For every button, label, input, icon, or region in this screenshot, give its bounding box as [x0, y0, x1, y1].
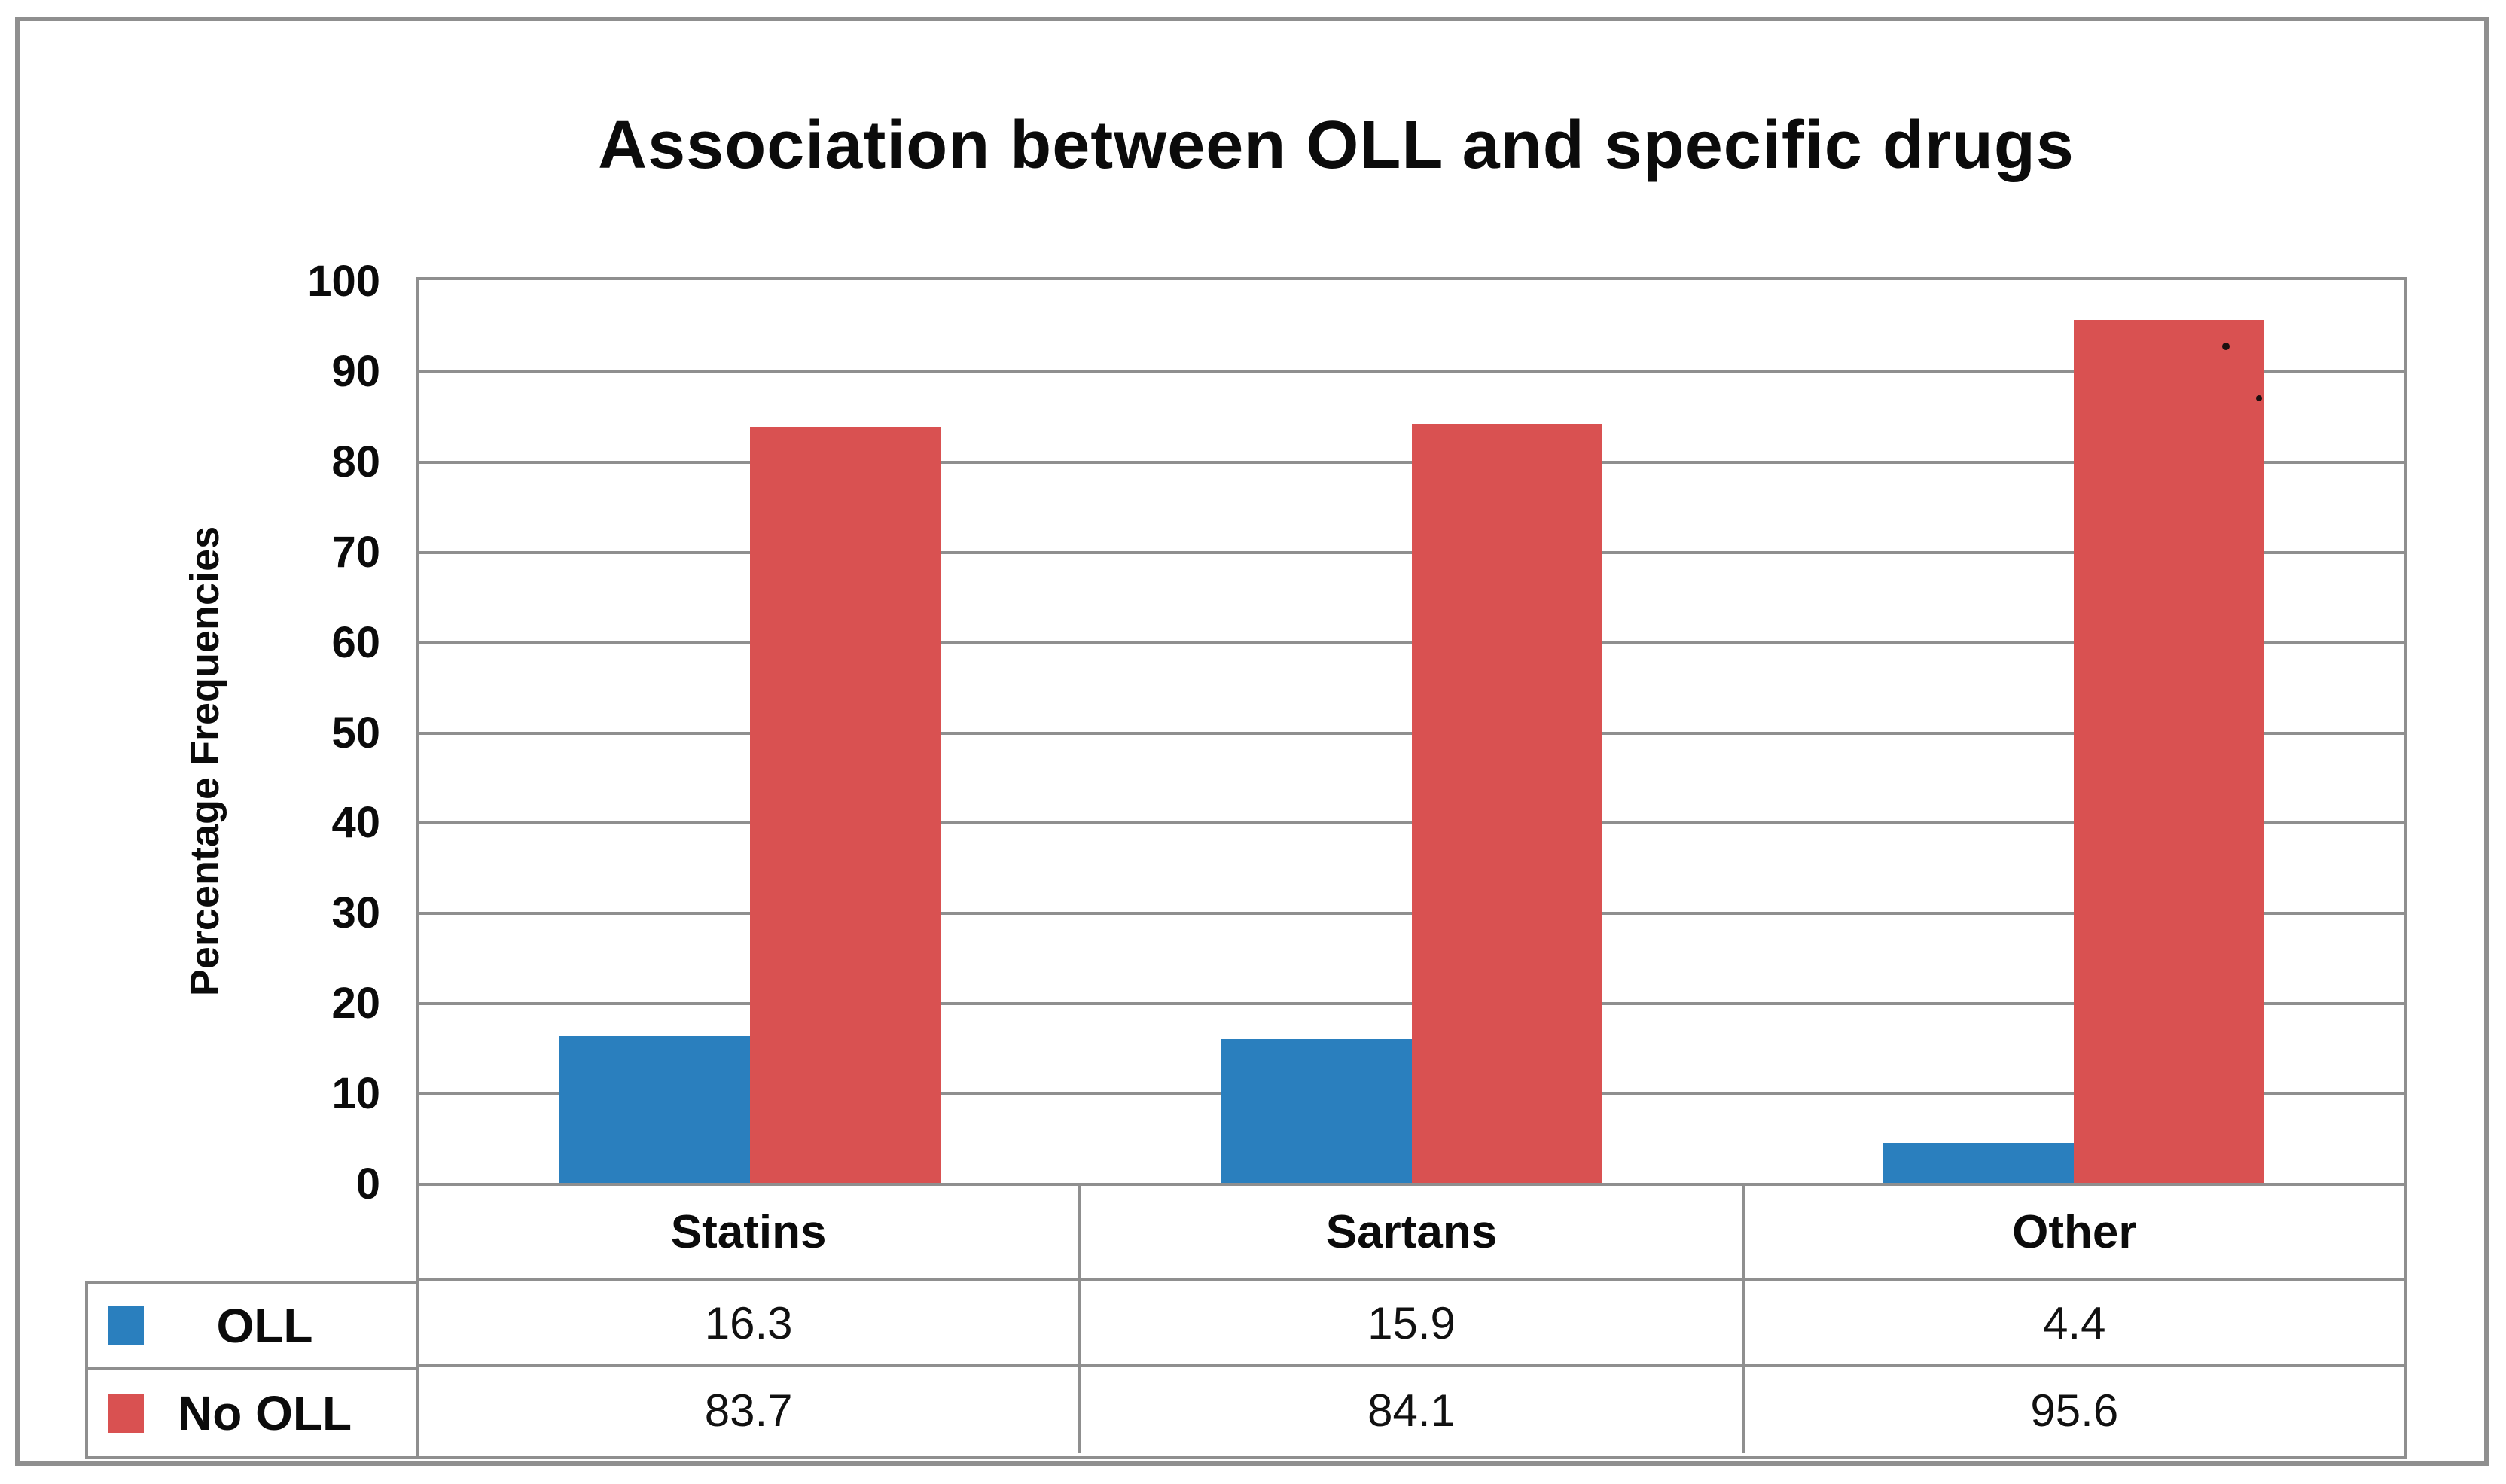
- value-cell-nooll-other: 95.6: [1745, 1367, 2404, 1453]
- y-tick-label-60: 60: [331, 618, 380, 667]
- category-cell-statins: Statins: [419, 1186, 1082, 1278]
- oll-values-row: 16.3 15.9 4.4: [419, 1281, 2404, 1367]
- y-tick-label-40: 40: [331, 798, 380, 847]
- gridline-20: [419, 1002, 2404, 1005]
- category-label: Sartans: [1325, 1206, 1498, 1258]
- gridline-70: [419, 551, 2404, 554]
- gridline-80: [419, 461, 2404, 464]
- data-table: Statins Sartans Other 16.3 15.9 4.4 83.7…: [416, 1186, 2407, 1459]
- y-tick-label-90: 90: [331, 347, 380, 396]
- category-cell-other: Other: [1745, 1186, 2404, 1278]
- scan-speck-2: [2256, 395, 2262, 401]
- legend: OLL No OLL: [85, 1281, 416, 1459]
- legend-row-oll: OLL: [88, 1284, 416, 1370]
- y-tick-label-80: 80: [331, 437, 380, 486]
- value-label: 95.6: [2030, 1385, 2119, 1436]
- category-cell-sartans: Sartans: [1081, 1186, 1745, 1278]
- value-label: 4.4: [2043, 1297, 2106, 1348]
- value-label: 83.7: [704, 1385, 793, 1436]
- bar-oll-other: [1883, 1143, 2074, 1183]
- bar-oll-sartans: [1221, 1039, 1412, 1183]
- y-tick-label-100: 100: [307, 257, 380, 306]
- value-cell-oll-sartans: 15.9: [1081, 1281, 1745, 1364]
- value-cell-oll-other: 4.4: [1745, 1281, 2404, 1364]
- legend-label-oll: OLL: [216, 1299, 313, 1353]
- value-label: 16.3: [704, 1297, 793, 1348]
- gridline-90: [419, 370, 2404, 373]
- legend-row-no-oll: No OLL: [88, 1370, 416, 1456]
- value-label: 15.9: [1367, 1297, 1456, 1348]
- y-tick-label-30: 30: [331, 888, 380, 937]
- bar-no-oll-sartans: [1412, 424, 1602, 1183]
- legend-label-no-oll: No OLL: [177, 1386, 352, 1440]
- bar-oll-statins: [559, 1036, 750, 1183]
- oll-series-swatch-icon: [108, 1306, 144, 1345]
- y-tick-label-20: 20: [331, 979, 380, 1028]
- gridline-60: [419, 641, 2404, 644]
- gridline-40: [419, 821, 2404, 824]
- no-oll-values-row: 83.7 84.1 95.6: [419, 1367, 2404, 1453]
- bar-no-oll-other: [2074, 320, 2264, 1183]
- bar-no-oll-statins: [750, 427, 941, 1183]
- category-label: Statins: [670, 1206, 827, 1258]
- value-cell-nooll-statins: 83.7: [419, 1367, 1082, 1453]
- y-tick-label-0: 0: [355, 1159, 380, 1208]
- value-cell-oll-statins: 16.3: [419, 1281, 1082, 1364]
- category-label: Other: [2012, 1206, 2137, 1258]
- gridline-30: [419, 912, 2404, 915]
- y-tick-label-70: 70: [331, 528, 380, 577]
- gridline-50: [419, 732, 2404, 735]
- y-tick-label-50: 50: [331, 708, 380, 757]
- y-tick-label-10: 10: [331, 1069, 380, 1118]
- scan-speck-1: [2222, 343, 2230, 350]
- plot-area: [416, 277, 2407, 1186]
- category-header-row: Statins Sartans Other: [419, 1186, 2404, 1281]
- value-cell-nooll-sartans: 84.1: [1081, 1367, 1745, 1453]
- chart-title: Association between OLL and specific dru…: [598, 108, 2075, 183]
- value-label: 84.1: [1367, 1385, 1456, 1436]
- no-oll-series-swatch-icon: [108, 1394, 144, 1433]
